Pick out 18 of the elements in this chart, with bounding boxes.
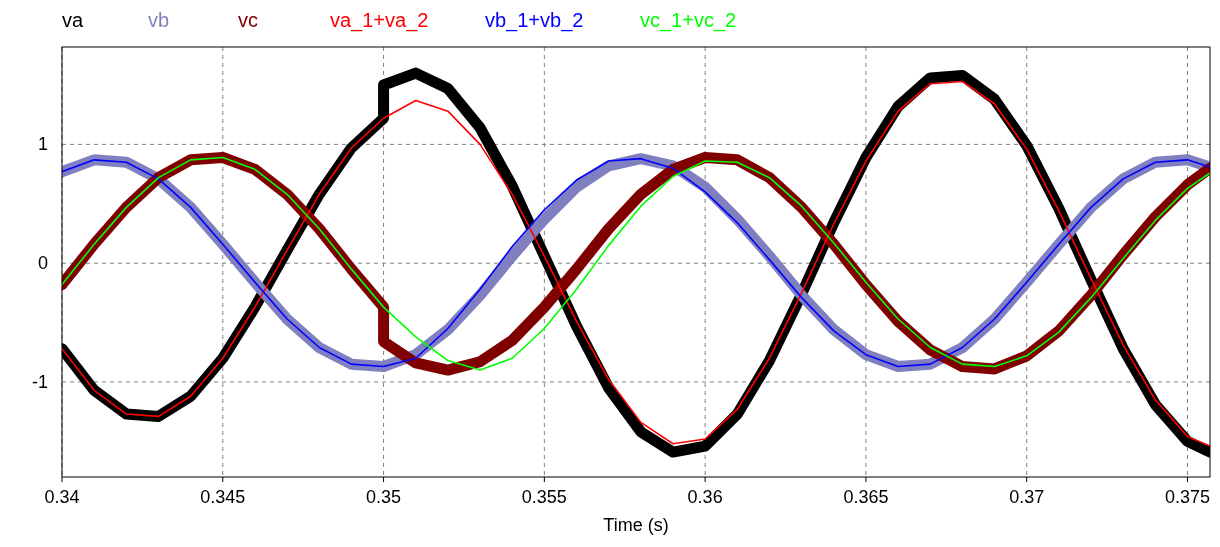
text: va_1+va_2 xyxy=(330,9,429,32)
x-tick-label: 0.345 xyxy=(200,487,246,507)
text: vb_1+vb_2 xyxy=(485,9,584,32)
x-tick-label: 0.34 xyxy=(44,487,80,507)
x-tick-label: 0.355 xyxy=(521,487,567,507)
text: va xyxy=(62,9,84,31)
x-tick-label: 0.36 xyxy=(687,487,723,507)
x-tick-label: 0.37 xyxy=(1009,487,1045,507)
text: vc xyxy=(238,9,258,31)
x-tick-label: 0.35 xyxy=(366,487,402,507)
y-tick-label: 1 xyxy=(37,134,48,155)
x-tick-label: 0.375 xyxy=(1164,487,1211,507)
y-tick-label: 0 xyxy=(37,253,48,274)
x-tick-label: 0.365 xyxy=(843,487,889,507)
x-axis-title: Time (s) xyxy=(603,515,669,535)
text: vc_1+vc_2 xyxy=(640,9,737,32)
y-tick-label: -1 xyxy=(31,371,48,392)
text: vb xyxy=(148,9,170,31)
